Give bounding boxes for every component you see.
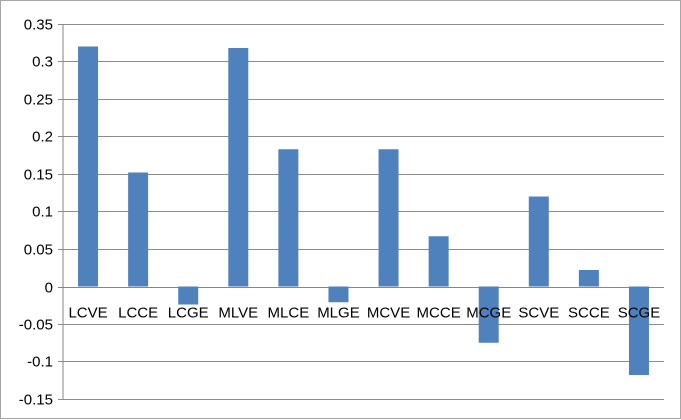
y-tick-label: 0.2 [32, 129, 53, 146]
y-tick-label: 0.3 [32, 54, 53, 71]
bar-lcge [178, 286, 199, 305]
category-label: LCVE [68, 305, 107, 322]
category-label: SCGE [618, 305, 661, 322]
category-labels: LCVE LCCE LCGE MLVE MLCE MLGE MCVE MCCE MCGE SCVE… [68, 305, 660, 322]
y-tick-label: 0 [45, 280, 53, 297]
y-tick-label: -0.1 [27, 354, 53, 371]
category-label: MCVE [367, 305, 410, 322]
bar-scve [528, 196, 549, 287]
category-label: LCGE [168, 305, 209, 322]
bar-scce [578, 270, 599, 287]
bar-mcce [428, 236, 449, 287]
category-label: SCVE [518, 305, 559, 322]
bar-lcce [128, 172, 149, 287]
y-tick-label: -0.05 [19, 317, 53, 334]
bars [78, 46, 649, 375]
gridlines [58, 24, 664, 400]
bar-lcve [78, 46, 99, 287]
y-tick-label: -0.15 [19, 392, 53, 409]
category-label: SCCE [568, 305, 610, 322]
y-axis: 0.35 0.3 0.25 0.2 0.15 0.1 0.05 0 -0.05 -0.1 -0.15 [19, 17, 64, 409]
category-label: LCCE [118, 305, 158, 322]
category-label: MLVE [218, 305, 258, 322]
bar-scge [628, 286, 649, 375]
bar-mlce [278, 149, 299, 287]
bar-mlve [228, 48, 249, 287]
category-label: MCGE [466, 305, 511, 322]
category-label: MCCE [417, 305, 461, 322]
y-tick-label: 0.15 [24, 167, 53, 184]
y-tick-label: 0.1 [32, 204, 53, 221]
y-tick-label: 0.25 [24, 92, 53, 109]
bar-mlge [328, 286, 349, 303]
bar-mcve [378, 149, 399, 287]
y-tick-label: 0.35 [24, 17, 53, 34]
category-label: MLGE [317, 305, 360, 322]
bar-mcge [478, 286, 499, 343]
category-label: MLCE [268, 305, 310, 322]
y-tick-label: 0.05 [24, 242, 53, 259]
